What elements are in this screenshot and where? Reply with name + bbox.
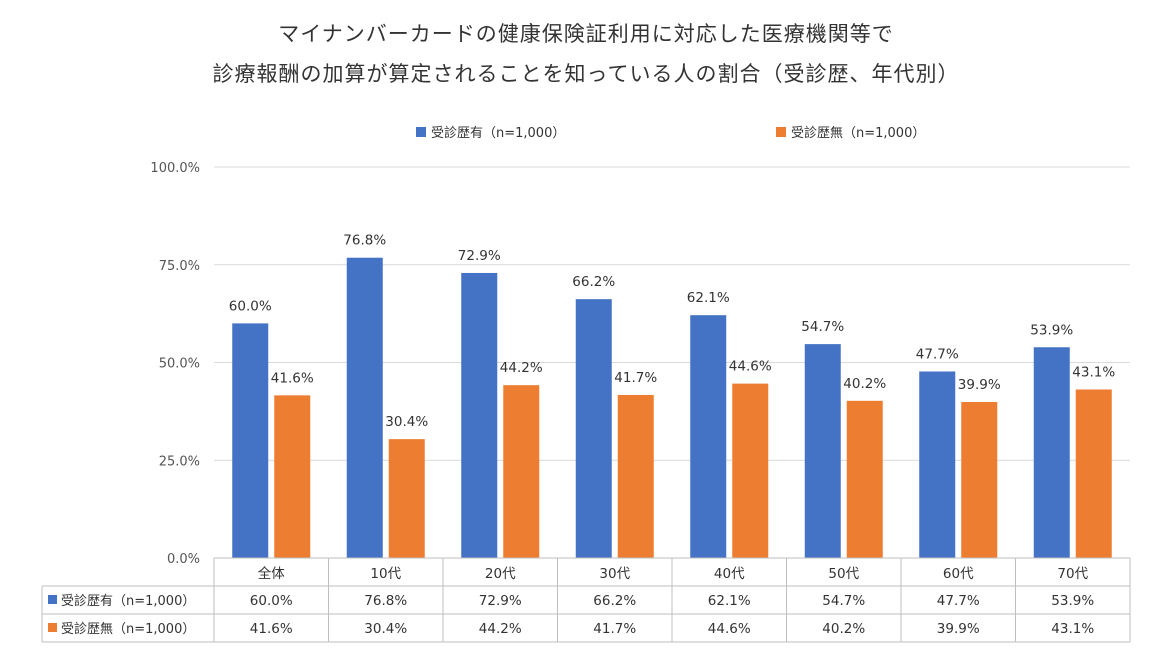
table-cell: 43.1% [1051,621,1094,637]
table-cell: 53.9% [1051,593,1094,609]
bar [919,371,956,558]
bar [617,394,654,558]
data-label: 44.6% [729,359,772,375]
table-cell: 41.6% [250,621,293,637]
data-label: 47.7% [916,346,959,362]
bar [461,272,498,558]
legend-label-series-1: 受診歴有（n=1,000） [431,126,566,141]
table-cell: 40.2% [822,621,865,637]
x-tick-label: 30代 [599,566,630,582]
data-label: 76.8% [343,233,386,249]
legend-item-series-2: 受診歴無（n=1,000） [776,122,925,141]
bar [732,383,769,558]
y-tick-label: 75.0% [159,259,200,274]
data-label: 62.1% [687,290,730,306]
data-label: 41.6% [271,370,314,386]
chart-title-line-1: マイナンバーカードの健康保険証利用に対応した医療機関等で [278,22,894,46]
table-cell: 30.4% [364,621,407,637]
x-tick-label: 70代 [1057,566,1088,582]
table-cell: 44.6% [708,621,751,637]
x-tick-label: 10代 [370,566,401,582]
table-cell: 54.7% [822,593,865,609]
table-cell: 47.7% [937,593,980,609]
table-legend-key [48,595,57,604]
table-cell: 39.9% [937,621,980,637]
table-cell: 41.7% [593,621,636,637]
data-label: 66.2% [572,274,615,290]
table-cell: 62.1% [708,593,751,609]
data-label: 30.4% [385,414,428,430]
bar [232,323,269,558]
table-cell: 76.8% [364,593,407,609]
data-label: 44.2% [500,360,543,376]
bar [1075,389,1112,558]
y-tick-label: 25.0% [159,454,200,469]
bar [1033,347,1070,558]
y-tick-label: 0.0% [167,552,200,567]
data-label: 40.2% [843,376,886,392]
bar [575,299,612,558]
x-tick-label: 50代 [828,566,859,582]
data-label: 41.7% [614,370,657,386]
data-label: 60.0% [229,298,272,314]
table-cell: 60.0% [250,593,293,609]
bar [274,395,311,558]
table-row-label: 受診歴有（n=1,000） [61,593,195,609]
x-tick-label: 全体 [258,565,285,582]
bar [503,385,540,558]
table-legend-key [48,623,57,632]
bar [388,439,425,558]
y-tick-label: 50.0% [159,357,200,372]
y-tick-label: 100.0% [150,161,200,176]
x-tick-label: 60代 [943,566,974,582]
table-row-label: 受診歴無（n=1,000） [61,621,195,637]
data-label: 72.9% [458,248,501,264]
legend-swatch-series-1 [416,126,426,137]
bar [804,344,841,558]
legend-label-series-2: 受診歴無（n=1,000） [791,126,926,141]
data-label: 54.7% [801,319,844,335]
bar [346,257,383,558]
x-tick-label: 40代 [714,566,745,582]
x-tick-label: 20代 [485,566,516,582]
table-cell: 44.2% [479,621,522,637]
legend-swatch-series-2 [776,126,786,137]
bar [961,401,998,558]
data-label: 39.9% [958,377,1001,393]
bar [846,400,883,558]
chart-title-line-2: 診療報酬の加算が算定されることを知っている人の割合（受診歴、年代別） [212,62,960,86]
data-label: 53.9% [1030,322,1073,338]
table-cell: 66.2% [593,593,636,609]
data-label: 43.1% [1072,364,1115,380]
bar [690,315,727,558]
table-cell: 72.9% [479,593,522,609]
legend-item-series-1: 受診歴有（n=1,000） [416,122,565,141]
